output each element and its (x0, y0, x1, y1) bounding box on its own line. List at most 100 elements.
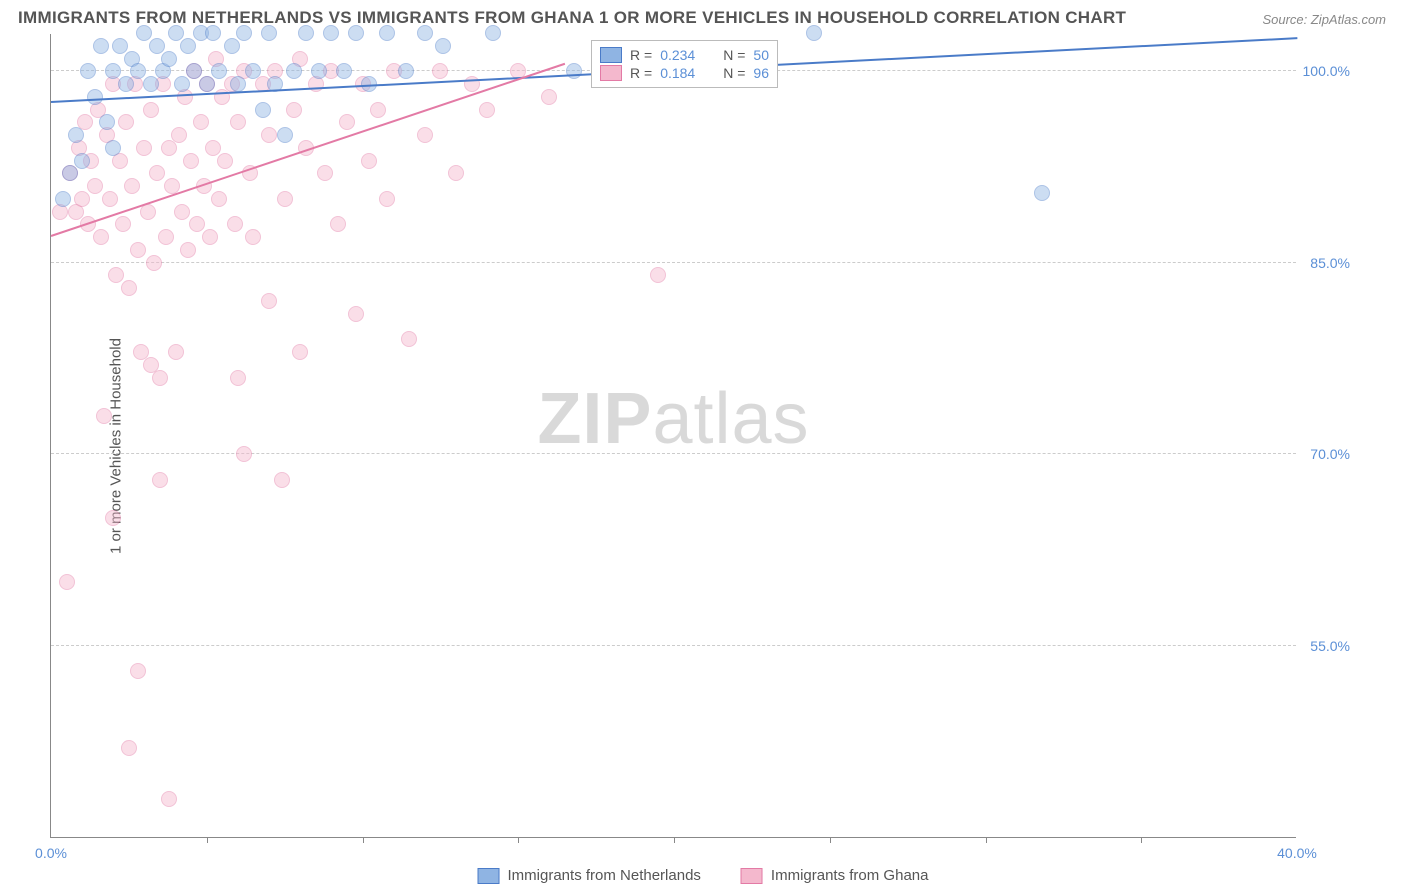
scatter-point (211, 63, 227, 79)
r-value: 0.234 (660, 47, 695, 63)
scatter-point (161, 791, 177, 807)
x-tick-label: 0.0% (35, 845, 67, 861)
scatter-point (93, 38, 109, 54)
scatter-point (277, 127, 293, 143)
legend-label: Immigrants from Netherlands (508, 867, 701, 884)
x-tick-mark (1141, 837, 1142, 843)
scatter-point (158, 229, 174, 245)
chart-title: IMMIGRANTS FROM NETHERLANDS VS IMMIGRANT… (18, 8, 1126, 28)
scatter-point (115, 216, 131, 232)
scatter-point (379, 191, 395, 207)
scatter-point (152, 472, 168, 488)
scatter-point (286, 63, 302, 79)
scatter-point (149, 38, 165, 54)
scatter-point (121, 740, 137, 756)
scatter-point (118, 76, 134, 92)
scatter-point (323, 25, 339, 41)
scatter-point (230, 370, 246, 386)
scatter-point (74, 191, 90, 207)
scatter-point (87, 89, 103, 105)
scatter-point (202, 229, 218, 245)
scatter-point (143, 102, 159, 118)
scatter-point (650, 267, 666, 283)
scatter-point (105, 510, 121, 526)
scatter-point (274, 472, 290, 488)
series-swatch (600, 65, 622, 81)
scatter-point (186, 63, 202, 79)
scatter-point (59, 574, 75, 590)
scatter-point (541, 89, 557, 105)
gridline-horizontal (51, 645, 1296, 646)
scatter-point (174, 204, 190, 220)
source-attribution: Source: ZipAtlas.com (1262, 12, 1386, 27)
y-tick-label: 85.0% (1310, 255, 1350, 271)
scatter-point (806, 25, 822, 41)
scatter-point (1034, 185, 1050, 201)
scatter-point (361, 153, 377, 169)
scatter-point (432, 63, 448, 79)
scatter-point (112, 38, 128, 54)
scatter-point (348, 306, 364, 322)
scatter-point (485, 25, 501, 41)
scatter-point (105, 63, 121, 79)
scatter-point (292, 344, 308, 360)
scatter-point (149, 165, 165, 181)
scatter-point (286, 102, 302, 118)
scatter-point (93, 229, 109, 245)
legend-swatch (741, 868, 763, 884)
scatter-point (62, 165, 78, 181)
r-label: R = (630, 65, 652, 81)
n-label: N = (723, 47, 745, 63)
scatter-point (236, 25, 252, 41)
scatter-point (87, 178, 103, 194)
series-swatch (600, 47, 622, 63)
scatter-point (211, 191, 227, 207)
scatter-point (479, 102, 495, 118)
scatter-point (311, 63, 327, 79)
legend-item: Immigrants from Ghana (741, 867, 929, 884)
scatter-point (298, 25, 314, 41)
scatter-point (417, 127, 433, 143)
scatter-point (189, 216, 205, 232)
scatter-point (171, 127, 187, 143)
scatter-point (245, 229, 261, 245)
scatter-point (74, 153, 90, 169)
scatter-point (224, 38, 240, 54)
scatter-point (183, 153, 199, 169)
scatter-point (121, 280, 137, 296)
scatter-point (448, 165, 464, 181)
scatter-point (105, 140, 121, 156)
scatter-point (339, 114, 355, 130)
scatter-point (370, 102, 386, 118)
scatter-point (174, 76, 190, 92)
y-tick-label: 55.0% (1310, 638, 1350, 654)
scatter-point (236, 446, 252, 462)
x-tick-mark (207, 837, 208, 843)
gridline-horizontal (51, 262, 1296, 263)
scatter-point (152, 370, 168, 386)
scatter-point (379, 25, 395, 41)
scatter-point (261, 127, 277, 143)
legend-item: Immigrants from Netherlands (478, 867, 701, 884)
scatter-point (230, 76, 246, 92)
legend-swatch (478, 868, 500, 884)
y-tick-label: 100.0% (1303, 63, 1350, 79)
scatter-point (136, 25, 152, 41)
scatter-point (168, 25, 184, 41)
scatter-point (401, 331, 417, 347)
plot-area: ZIPatlas 55.0%70.0%85.0%100.0%0.0%40.0%R… (50, 34, 1296, 838)
scatter-point (130, 242, 146, 258)
scatter-point (261, 293, 277, 309)
scatter-point (217, 153, 233, 169)
x-tick-mark (363, 837, 364, 843)
scatter-point (108, 267, 124, 283)
watermark: ZIPatlas (537, 378, 809, 460)
n-value: 96 (753, 65, 769, 81)
scatter-point (245, 63, 261, 79)
legend-label: Immigrants from Ghana (771, 867, 929, 884)
scatter-point (205, 25, 221, 41)
scatter-point (205, 140, 221, 156)
scatter-point (180, 242, 196, 258)
scatter-point (146, 255, 162, 271)
scatter-point (566, 63, 582, 79)
